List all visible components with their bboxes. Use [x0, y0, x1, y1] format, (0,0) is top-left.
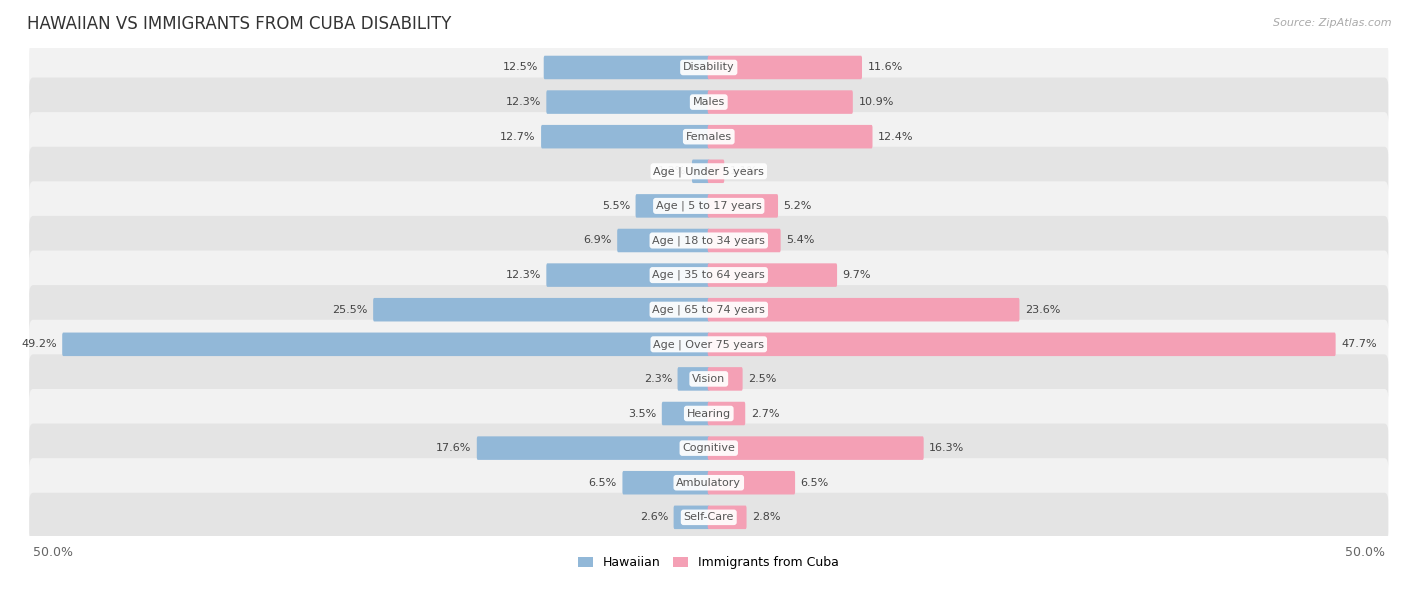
Text: 6.5%: 6.5%	[800, 478, 830, 488]
Text: 2.6%: 2.6%	[640, 512, 668, 522]
Text: 1.2%: 1.2%	[658, 166, 686, 176]
FancyBboxPatch shape	[541, 125, 710, 149]
Text: 12.5%: 12.5%	[503, 62, 538, 72]
FancyBboxPatch shape	[707, 298, 1019, 321]
FancyBboxPatch shape	[692, 160, 710, 183]
Text: 2.3%: 2.3%	[644, 374, 672, 384]
Text: 12.3%: 12.3%	[505, 270, 541, 280]
FancyBboxPatch shape	[707, 125, 873, 149]
Text: Males: Males	[693, 97, 725, 107]
FancyBboxPatch shape	[707, 91, 853, 114]
Text: Self-Care: Self-Care	[683, 512, 734, 522]
Text: 6.9%: 6.9%	[583, 236, 612, 245]
Text: Age | 5 to 17 years: Age | 5 to 17 years	[655, 201, 762, 211]
Text: Age | 35 to 64 years: Age | 35 to 64 years	[652, 270, 765, 280]
Text: 25.5%: 25.5%	[332, 305, 367, 315]
FancyBboxPatch shape	[30, 250, 1388, 300]
FancyBboxPatch shape	[707, 263, 837, 287]
FancyBboxPatch shape	[30, 354, 1388, 403]
Text: Age | Under 5 years: Age | Under 5 years	[654, 166, 765, 176]
FancyBboxPatch shape	[707, 194, 778, 218]
FancyBboxPatch shape	[30, 181, 1388, 231]
Text: Age | 18 to 34 years: Age | 18 to 34 years	[652, 235, 765, 246]
Text: 10.9%: 10.9%	[858, 97, 894, 107]
FancyBboxPatch shape	[636, 194, 710, 218]
Text: Age | 65 to 74 years: Age | 65 to 74 years	[652, 304, 765, 315]
Text: 16.3%: 16.3%	[929, 443, 965, 453]
Text: Females: Females	[686, 132, 733, 142]
Text: HAWAIIAN VS IMMIGRANTS FROM CUBA DISABILITY: HAWAIIAN VS IMMIGRANTS FROM CUBA DISABIL…	[27, 15, 451, 33]
Text: Cognitive: Cognitive	[682, 443, 735, 453]
FancyBboxPatch shape	[547, 263, 710, 287]
Text: Age | Over 75 years: Age | Over 75 years	[654, 339, 765, 349]
FancyBboxPatch shape	[707, 332, 1336, 356]
FancyBboxPatch shape	[62, 332, 710, 356]
FancyBboxPatch shape	[707, 436, 924, 460]
FancyBboxPatch shape	[544, 56, 710, 79]
FancyBboxPatch shape	[678, 367, 710, 390]
Text: 2.5%: 2.5%	[748, 374, 776, 384]
Text: 9.7%: 9.7%	[842, 270, 872, 280]
FancyBboxPatch shape	[707, 506, 747, 529]
FancyBboxPatch shape	[30, 147, 1388, 196]
Text: 3.5%: 3.5%	[628, 409, 657, 419]
FancyBboxPatch shape	[547, 91, 710, 114]
FancyBboxPatch shape	[30, 424, 1388, 472]
FancyBboxPatch shape	[30, 216, 1388, 265]
FancyBboxPatch shape	[707, 56, 862, 79]
FancyBboxPatch shape	[30, 319, 1388, 369]
FancyBboxPatch shape	[30, 493, 1388, 542]
Text: Source: ZipAtlas.com: Source: ZipAtlas.com	[1274, 18, 1392, 28]
FancyBboxPatch shape	[707, 471, 794, 494]
Text: Hearing: Hearing	[686, 409, 731, 419]
FancyBboxPatch shape	[707, 160, 724, 183]
Text: Disability: Disability	[683, 62, 734, 72]
FancyBboxPatch shape	[707, 401, 745, 425]
FancyBboxPatch shape	[30, 285, 1388, 334]
FancyBboxPatch shape	[623, 471, 710, 494]
FancyBboxPatch shape	[30, 389, 1388, 438]
Text: 2.7%: 2.7%	[751, 409, 779, 419]
FancyBboxPatch shape	[30, 78, 1388, 127]
Text: 49.2%: 49.2%	[21, 339, 56, 349]
Text: 1.1%: 1.1%	[730, 166, 758, 176]
FancyBboxPatch shape	[30, 458, 1388, 507]
Text: 5.5%: 5.5%	[602, 201, 630, 211]
Text: 5.4%: 5.4%	[786, 236, 814, 245]
Text: Vision: Vision	[692, 374, 725, 384]
FancyBboxPatch shape	[30, 112, 1388, 161]
Text: 6.5%: 6.5%	[589, 478, 617, 488]
Text: 11.6%: 11.6%	[868, 62, 903, 72]
Text: 12.7%: 12.7%	[501, 132, 536, 142]
FancyBboxPatch shape	[707, 367, 742, 390]
FancyBboxPatch shape	[662, 401, 710, 425]
FancyBboxPatch shape	[30, 43, 1388, 92]
Text: 2.8%: 2.8%	[752, 512, 780, 522]
FancyBboxPatch shape	[617, 229, 710, 252]
Text: 12.3%: 12.3%	[505, 97, 541, 107]
Text: 17.6%: 17.6%	[436, 443, 471, 453]
Legend: Hawaiian, Immigrants from Cuba: Hawaiian, Immigrants from Cuba	[574, 551, 845, 574]
FancyBboxPatch shape	[673, 506, 710, 529]
FancyBboxPatch shape	[707, 229, 780, 252]
Text: Ambulatory: Ambulatory	[676, 478, 741, 488]
Text: 23.6%: 23.6%	[1025, 305, 1060, 315]
FancyBboxPatch shape	[373, 298, 710, 321]
Text: 5.2%: 5.2%	[783, 201, 811, 211]
Text: 47.7%: 47.7%	[1341, 339, 1376, 349]
Text: 12.4%: 12.4%	[877, 132, 914, 142]
FancyBboxPatch shape	[477, 436, 710, 460]
